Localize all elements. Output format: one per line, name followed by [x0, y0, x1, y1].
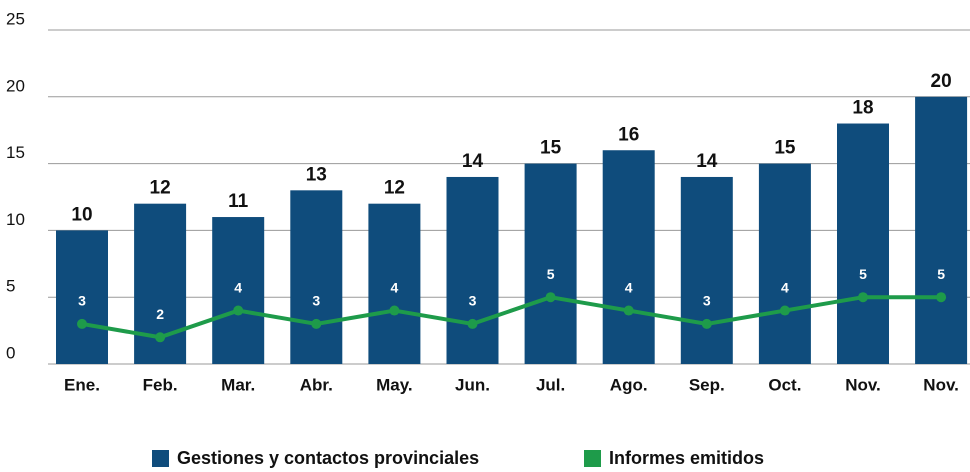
legend-label: Informes emitidos [609, 448, 764, 468]
x-tick-label: Ene. [64, 375, 100, 394]
line-point [779, 305, 790, 316]
bar [837, 123, 889, 365]
line-point [311, 318, 322, 329]
line-label: 2 [156, 306, 164, 322]
y-tick-label: 20 [6, 76, 25, 95]
bar [602, 150, 655, 364]
line-label: 4 [625, 279, 633, 295]
bar [446, 176, 499, 364]
bar [290, 190, 343, 364]
line-point [389, 305, 400, 316]
x-tick-label: Ago. [610, 375, 648, 394]
bar [524, 163, 577, 364]
line-point [155, 332, 166, 343]
bar [680, 176, 733, 364]
bar [368, 203, 421, 364]
line-point [858, 292, 868, 303]
y-tick-label: 25 [6, 9, 25, 28]
bar-label: 15 [540, 138, 562, 159]
bar-label: 18 [852, 98, 873, 119]
y-tick-label: 10 [6, 210, 25, 229]
x-tick-label: Mar. [221, 375, 255, 394]
line-label: 3 [312, 293, 320, 309]
line-label: 5 [547, 266, 555, 282]
bar-label: 15 [774, 138, 796, 159]
bar-label: 14 [696, 151, 718, 172]
x-tick-label: Oct. [768, 375, 801, 394]
legend-label: Gestiones y contactos provinciales [177, 448, 479, 468]
line-label: 3 [469, 293, 477, 309]
line-label: 5 [859, 266, 867, 282]
legend-swatch [584, 450, 601, 467]
line [81, 295, 942, 340]
bar-label: 16 [618, 124, 639, 145]
line-label: 4 [234, 279, 242, 295]
legend-swatch [152, 450, 169, 467]
line-point [545, 292, 556, 303]
line-point [936, 292, 947, 303]
bar-label: 14 [462, 151, 484, 172]
line-point [77, 318, 87, 329]
bar-label: 12 [384, 178, 405, 199]
bar-label: 12 [150, 178, 171, 199]
y-tick-label: 0 [6, 343, 15, 362]
line-label: 4 [781, 279, 789, 295]
x-tick-label: May. [376, 375, 413, 394]
x-tick-label: Jul. [536, 375, 565, 394]
line-label: 4 [391, 279, 399, 295]
y-tick-label: 15 [6, 143, 25, 162]
x-tick-label: Feb. [143, 375, 178, 394]
line-point [233, 305, 244, 316]
x-tick-label: Nov. [845, 375, 881, 394]
x-tick-label: Sep. [689, 375, 725, 394]
bar-label: 13 [306, 164, 327, 185]
bar-label: 11 [228, 191, 249, 212]
x-tick-label: Nov. [923, 375, 959, 394]
y-tick-label: 5 [6, 277, 15, 296]
bar [915, 96, 968, 365]
line-label: 3 [78, 293, 86, 309]
bar-label: 10 [71, 204, 92, 225]
bar [212, 217, 265, 364]
bar [758, 163, 811, 364]
line-point [623, 305, 634, 316]
x-tick-label: Abr. [300, 375, 333, 394]
bar-label: 20 [931, 71, 952, 92]
x-tick-label: Jun. [455, 375, 490, 394]
bar [56, 230, 108, 364]
line-point [467, 318, 478, 329]
line-point [701, 318, 712, 329]
line-label: 5 [937, 266, 945, 282]
line-label: 3 [703, 293, 711, 309]
